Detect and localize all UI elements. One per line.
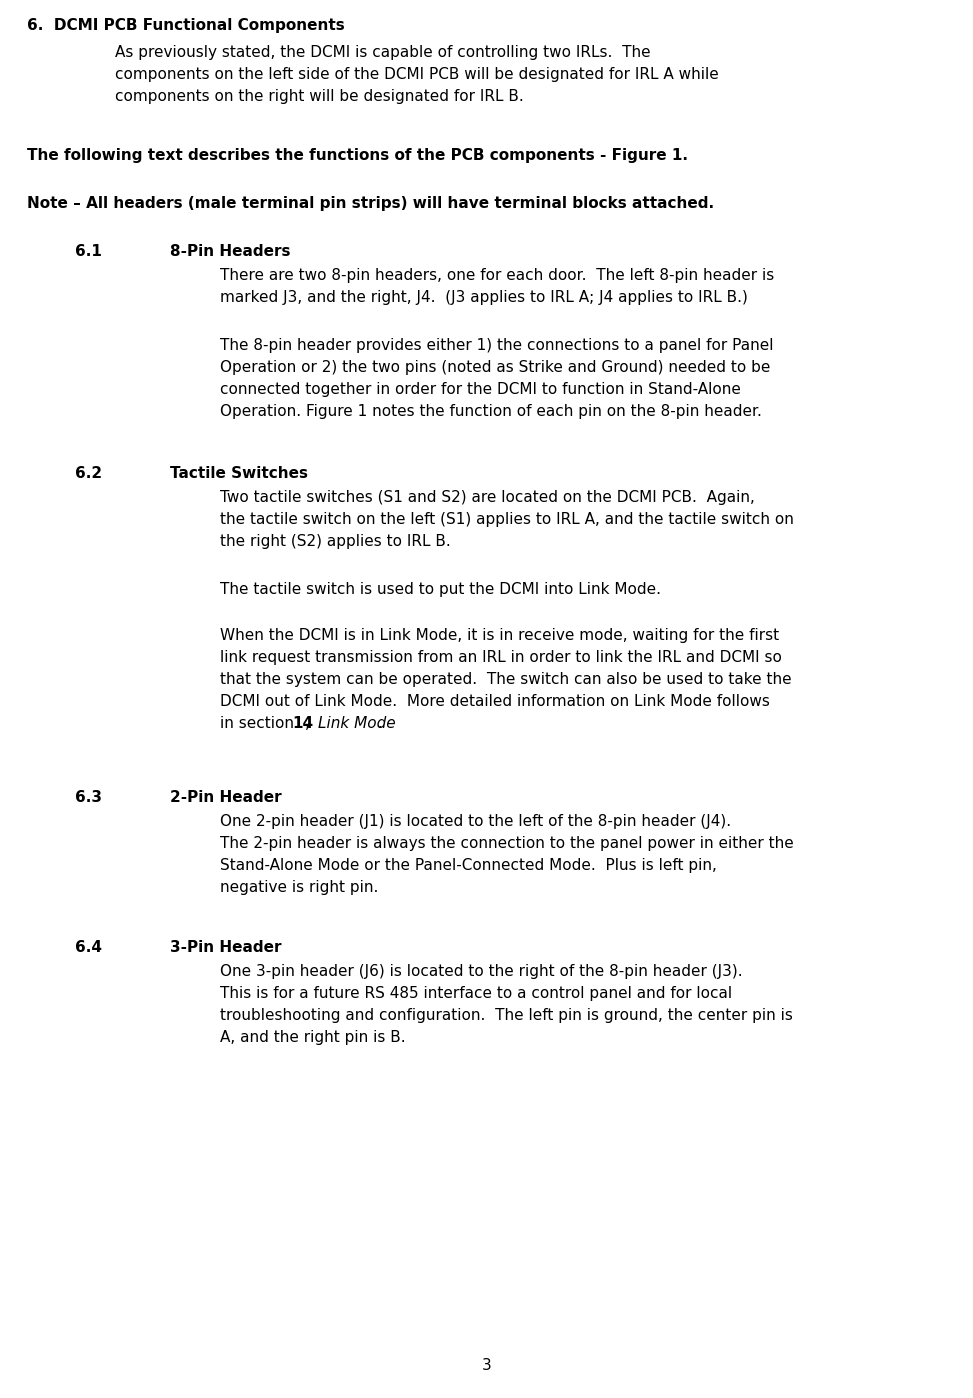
Text: 14: 14 (292, 716, 313, 731)
Text: ,: , (306, 716, 315, 731)
Text: 6.  DCMI PCB Functional Components: 6. DCMI PCB Functional Components (27, 18, 344, 34)
Text: components on the left side of the DCMI PCB will be designated for IRL A while: components on the left side of the DCMI … (115, 67, 719, 82)
Text: Link Mode: Link Mode (318, 716, 396, 731)
Text: the tactile switch on the left (S1) applies to IRL A, and the tactile switch on: the tactile switch on the left (S1) appl… (220, 512, 794, 527)
Text: There are two 8-pin headers, one for each door.  The left 8-pin header is: There are two 8-pin headers, one for eac… (220, 268, 775, 282)
Text: 3: 3 (482, 1357, 491, 1373)
Text: Note – All headers (male terminal pin strips) will have terminal blocks attached: Note – All headers (male terminal pin st… (27, 196, 714, 211)
Text: The tactile switch is used to put the DCMI into Link Mode.: The tactile switch is used to put the DC… (220, 582, 661, 597)
Text: negative is right pin.: negative is right pin. (220, 879, 378, 895)
Text: Operation. Figure 1 notes the function of each pin on the 8-pin header.: Operation. Figure 1 notes the function o… (220, 404, 762, 419)
Text: One 3-pin header (J6) is located to the right of the 8-pin header (J3).: One 3-pin header (J6) is located to the … (220, 965, 742, 979)
Text: The 8-pin header provides either 1) the connections to a panel for Panel: The 8-pin header provides either 1) the … (220, 338, 774, 354)
Text: link request transmission from an IRL in order to link the IRL and DCMI so: link request transmission from an IRL in… (220, 650, 782, 665)
Text: in section: in section (220, 716, 299, 731)
Text: 6.3: 6.3 (75, 790, 102, 805)
Text: Operation or 2) the two pins (noted as Strike and Ground) needed to be: Operation or 2) the two pins (noted as S… (220, 361, 771, 375)
Text: As previously stated, the DCMI is capable of controlling two IRLs.  The: As previously stated, the DCMI is capabl… (115, 45, 651, 60)
Text: DCMI out of Link Mode.  More detailed information on Link Mode follows: DCMI out of Link Mode. More detailed inf… (220, 693, 770, 709)
Text: 8-Pin Headers: 8-Pin Headers (170, 245, 291, 259)
Text: troubleshooting and configuration.  The left pin is ground, the center pin is: troubleshooting and configuration. The l… (220, 1008, 793, 1023)
Text: Two tactile switches (S1 and S2) are located on the DCMI PCB.  Again,: Two tactile switches (S1 and S2) are loc… (220, 491, 755, 505)
Text: 6.2: 6.2 (75, 466, 102, 481)
Text: This is for a future RS 485 interface to a control panel and for local: This is for a future RS 485 interface to… (220, 986, 732, 1001)
Text: 2-Pin Header: 2-Pin Header (170, 790, 281, 805)
Text: The following text describes the functions of the PCB components - Figure 1.: The following text describes the functio… (27, 148, 688, 164)
Text: Tactile Switches: Tactile Switches (170, 466, 308, 481)
Text: components on the right will be designated for IRL B.: components on the right will be designat… (115, 89, 523, 103)
Text: The 2-pin header is always the connection to the panel power in either the: The 2-pin header is always the connectio… (220, 836, 794, 851)
Text: the right (S2) applies to IRL B.: the right (S2) applies to IRL B. (220, 534, 450, 549)
Text: 3-Pin Header: 3-Pin Header (170, 939, 281, 955)
Text: connected together in order for the DCMI to function in Stand-Alone: connected together in order for the DCMI… (220, 382, 740, 397)
Text: When the DCMI is in Link Mode, it is in receive mode, waiting for the first: When the DCMI is in Link Mode, it is in … (220, 628, 779, 643)
Text: 6.4: 6.4 (75, 939, 102, 955)
Text: .: . (378, 716, 382, 731)
Text: A, and the right pin is B.: A, and the right pin is B. (220, 1030, 406, 1044)
Text: Stand-Alone Mode or the Panel-Connected Mode.  Plus is left pin,: Stand-Alone Mode or the Panel-Connected … (220, 858, 717, 872)
Text: 6.1: 6.1 (75, 245, 102, 259)
Text: that the system can be operated.  The switch can also be used to take the: that the system can be operated. The swi… (220, 672, 792, 686)
Text: One 2-pin header (J1) is located to the left of the 8-pin header (J4).: One 2-pin header (J1) is located to the … (220, 814, 731, 829)
Text: marked J3, and the right, J4.  (J3 applies to IRL A; J4 applies to IRL B.): marked J3, and the right, J4. (J3 applie… (220, 289, 748, 305)
